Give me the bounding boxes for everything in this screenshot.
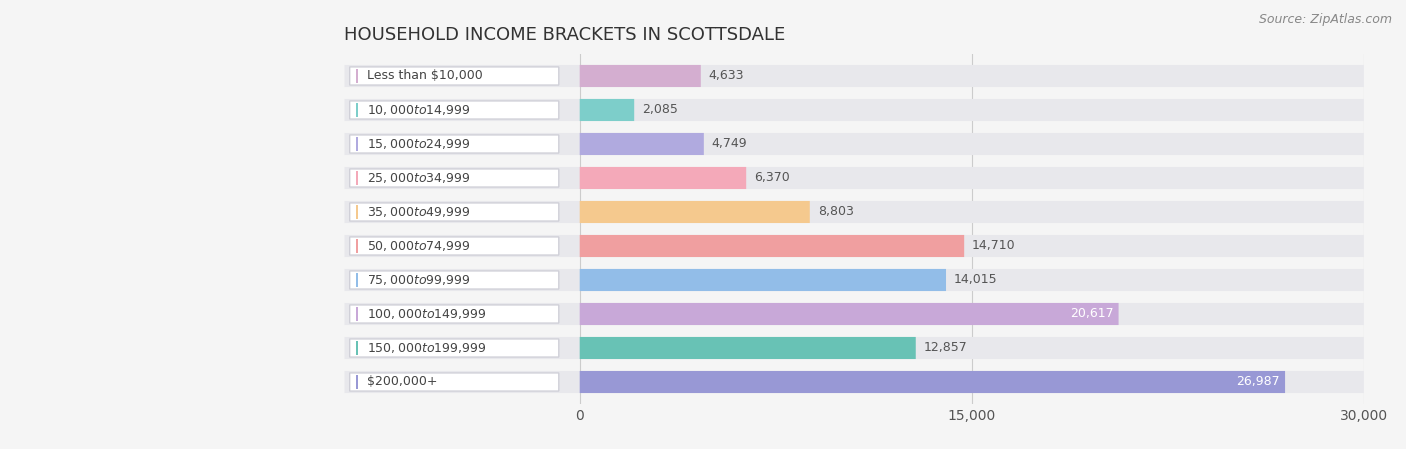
Text: $100,000 to $149,999: $100,000 to $149,999 (367, 307, 486, 321)
Text: 4,633: 4,633 (709, 70, 744, 83)
FancyBboxPatch shape (579, 65, 700, 87)
Text: 2,085: 2,085 (643, 103, 678, 116)
FancyBboxPatch shape (579, 235, 965, 257)
Text: 26,987: 26,987 (1236, 375, 1279, 388)
FancyBboxPatch shape (579, 371, 1285, 393)
Text: $75,000 to $99,999: $75,000 to $99,999 (367, 273, 471, 287)
Text: Less than $10,000: Less than $10,000 (367, 70, 484, 83)
Text: 4,749: 4,749 (711, 137, 748, 150)
FancyBboxPatch shape (350, 101, 558, 119)
FancyBboxPatch shape (344, 133, 1364, 155)
FancyBboxPatch shape (344, 65, 1364, 87)
FancyBboxPatch shape (579, 201, 810, 223)
FancyBboxPatch shape (344, 371, 1364, 393)
FancyBboxPatch shape (350, 169, 558, 187)
FancyBboxPatch shape (350, 305, 558, 323)
FancyBboxPatch shape (344, 269, 1364, 291)
Text: $50,000 to $74,999: $50,000 to $74,999 (367, 239, 471, 253)
Text: $200,000+: $200,000+ (367, 375, 439, 388)
FancyBboxPatch shape (579, 99, 634, 121)
Text: $15,000 to $24,999: $15,000 to $24,999 (367, 137, 471, 151)
Text: $25,000 to $34,999: $25,000 to $34,999 (367, 171, 471, 185)
Text: 20,617: 20,617 (1070, 308, 1114, 321)
FancyBboxPatch shape (350, 373, 558, 391)
FancyBboxPatch shape (579, 303, 1119, 325)
FancyBboxPatch shape (579, 167, 747, 189)
Text: $150,000 to $199,999: $150,000 to $199,999 (367, 341, 486, 355)
FancyBboxPatch shape (579, 337, 915, 359)
Text: 14,015: 14,015 (953, 273, 997, 286)
Text: HOUSEHOLD INCOME BRACKETS IN SCOTTSDALE: HOUSEHOLD INCOME BRACKETS IN SCOTTSDALE (344, 26, 786, 44)
FancyBboxPatch shape (350, 271, 558, 289)
Text: 6,370: 6,370 (754, 172, 790, 185)
Text: $35,000 to $49,999: $35,000 to $49,999 (367, 205, 471, 219)
FancyBboxPatch shape (344, 303, 1364, 325)
FancyBboxPatch shape (350, 67, 558, 85)
FancyBboxPatch shape (344, 99, 1364, 121)
FancyBboxPatch shape (579, 133, 704, 155)
FancyBboxPatch shape (350, 135, 558, 153)
FancyBboxPatch shape (344, 337, 1364, 359)
FancyBboxPatch shape (579, 269, 946, 291)
FancyBboxPatch shape (350, 237, 558, 255)
FancyBboxPatch shape (350, 203, 558, 221)
FancyBboxPatch shape (344, 201, 1364, 223)
FancyBboxPatch shape (350, 339, 558, 357)
FancyBboxPatch shape (344, 167, 1364, 189)
Text: Source: ZipAtlas.com: Source: ZipAtlas.com (1258, 13, 1392, 26)
Text: $10,000 to $14,999: $10,000 to $14,999 (367, 103, 471, 117)
FancyBboxPatch shape (344, 235, 1364, 257)
Text: 14,710: 14,710 (972, 239, 1015, 252)
Text: 12,857: 12,857 (924, 342, 967, 355)
Text: 8,803: 8,803 (818, 206, 853, 219)
